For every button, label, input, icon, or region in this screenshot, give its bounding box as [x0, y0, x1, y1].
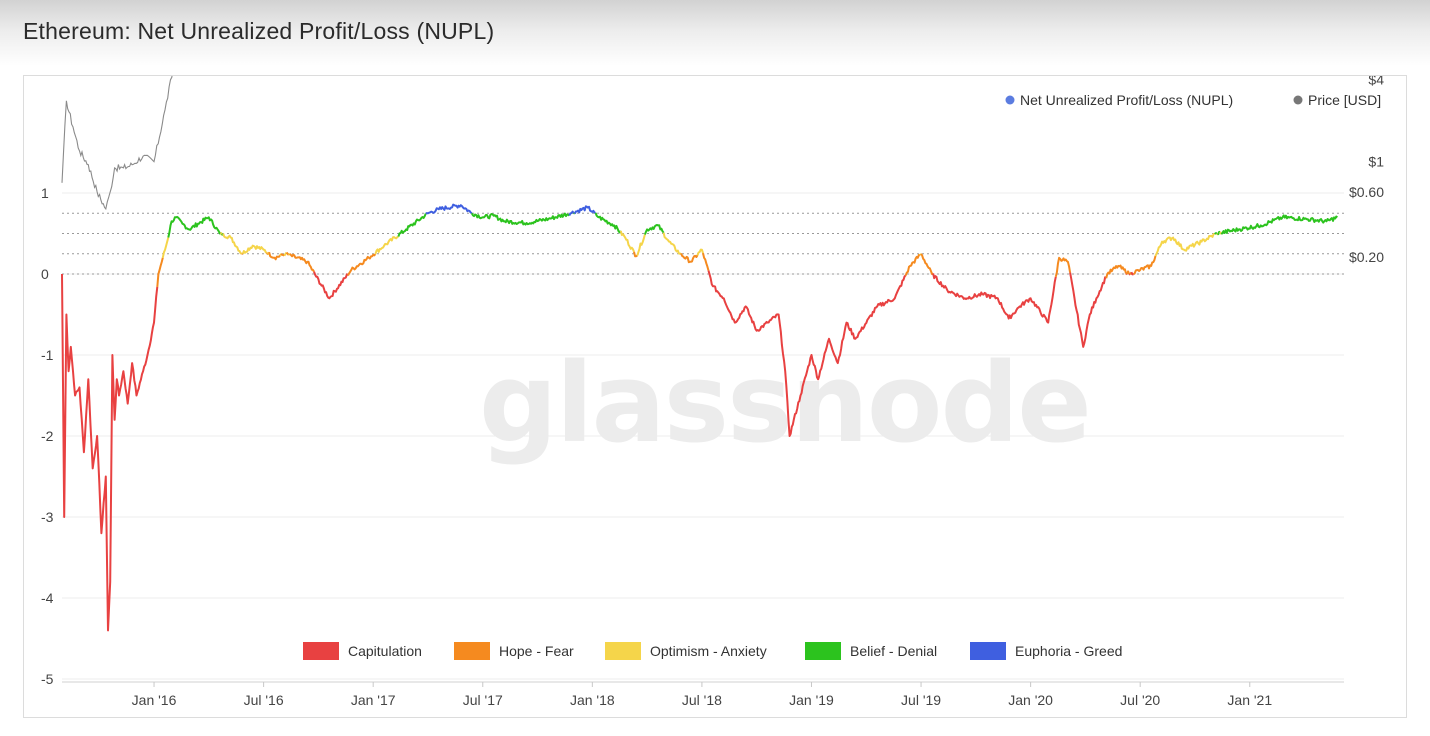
nupl-line-segment [594, 212, 622, 234]
nupl-line-segment [1054, 256, 1072, 278]
legend-label[interactable]: Belief - Denial [850, 643, 937, 659]
nupl-line-segment [920, 253, 934, 275]
legend-swatch[interactable] [970, 642, 1006, 660]
nupl-line-segment [573, 205, 596, 215]
legend-label[interactable]: Capitulation [348, 643, 422, 659]
y-axis-right: $2k$800$400$100$60$20$8$4$1$0.60$0.20 [1349, 76, 1384, 265]
legend-bottom: Capitulation Hope - Fear Optimism - Anxiet… [303, 642, 1122, 660]
page-title: Ethereum: Net Unrealized Profit/Loss (NU… [23, 18, 495, 44]
nupl-line-segment [425, 203, 473, 215]
nupl-line-segment [1130, 271, 1134, 276]
nupl-chart: glassnode 10-1-2-3-4-5 $2k$800$400$100$6… [41, 76, 1384, 708]
y-right-tick-label: $0.60 [1349, 184, 1384, 200]
nupl-line-segment [313, 271, 349, 300]
x-tick-label: Jan '18 [570, 692, 615, 708]
x-tick-label: Jan '20 [1008, 692, 1053, 708]
x-tick-label: Jan '17 [351, 692, 396, 708]
x-tick-label: Jul '20 [1120, 692, 1160, 708]
legend-label[interactable]: Price [USD] [1308, 92, 1381, 108]
legend-label[interactable]: Hope - Fear [499, 643, 574, 659]
y-axis-left: 1 0 -1 -2 -3 -4 -5 [41, 185, 54, 687]
nupl-line-segment [1214, 232, 1218, 235]
y-left-tick-label: 0 [41, 266, 49, 282]
y-right-tick-label: $4 [1368, 76, 1384, 88]
nupl-line-segment [374, 235, 399, 255]
legend-top: Net Unrealized Profit/Loss (NUPL) Price [… [1005, 92, 1381, 108]
nupl-line-segment [470, 212, 570, 226]
nupl-line-segment [932, 273, 1057, 324]
nupl-line-segment [1132, 255, 1157, 276]
y-left-tick-label: -4 [41, 590, 54, 606]
y-left-tick-label: -1 [41, 347, 54, 363]
header-band [0, 0, 1430, 66]
legend-swatch[interactable] [454, 642, 490, 660]
y-left-tick-label: -2 [41, 428, 54, 444]
nupl-line-segment [268, 251, 281, 261]
nupl-series [61, 203, 1338, 632]
nupl-line-segment [702, 252, 710, 271]
nupl-line-segment [707, 270, 907, 437]
nupl-line-segment [904, 253, 921, 276]
y-left-tick-label: 1 [41, 185, 49, 201]
nupl-line-segment [568, 210, 575, 217]
nupl-line-segment [619, 230, 635, 253]
nupl-line-segment [222, 233, 243, 255]
y-right-tick-label: $1 [1368, 154, 1384, 170]
nupl-line-segment [680, 253, 699, 264]
nupl-line-segment [1220, 214, 1338, 235]
x-tick-label: Jul '19 [901, 692, 941, 708]
legend-swatch[interactable] [303, 642, 339, 660]
nupl-line-segment [61, 273, 159, 632]
x-tick-label: Jul '16 [244, 692, 284, 708]
nupl-line-segment [156, 257, 164, 287]
legend-label[interactable]: Optimism - Anxiety [650, 643, 767, 659]
x-tick-label: Jul '18 [682, 692, 722, 708]
nupl-line-segment [1154, 233, 1215, 257]
nupl-line-segment [167, 215, 222, 238]
legend-marker[interactable] [1293, 95, 1303, 105]
legend-swatch[interactable] [605, 642, 641, 660]
x-tick-label: Jan '19 [789, 692, 834, 708]
nupl-line-segment [347, 253, 377, 276]
nupl-line-segment [643, 224, 665, 235]
legend-label[interactable]: Net Unrealized Profit/Loss (NUPL) [1020, 92, 1233, 108]
nupl-line-segment [662, 232, 682, 255]
nupl-line-segment [289, 253, 315, 273]
nupl-line-segment [241, 244, 268, 255]
legend-marker[interactable] [1005, 95, 1015, 105]
nupl-line-segment [1069, 272, 1107, 348]
nupl-line-segment [1105, 264, 1127, 279]
nupl-line-segment [696, 248, 704, 256]
nupl-line-segment [397, 213, 427, 237]
nupl-line-segment [633, 251, 638, 258]
nupl-line-segment [1217, 230, 1221, 236]
chart-card: glassnode 10-1-2-3-4-5 $2k$800$400$100$6… [23, 75, 1407, 718]
y-left-tick-label: -3 [41, 509, 54, 525]
nupl-line-segment [1126, 270, 1131, 275]
legend-label[interactable]: Euphoria - Greed [1015, 643, 1122, 659]
x-tick-label: Jan '16 [132, 692, 177, 708]
y-left-tick-label: -5 [41, 671, 54, 687]
x-axis: Jan '16 Jul '16 Jan '17 Jul '17 Jan '18 Jul '… [62, 681, 1344, 708]
nupl-line-segment [636, 234, 646, 256]
x-tick-label: Jan '21 [1227, 692, 1272, 708]
nupl-line-segment [161, 237, 170, 258]
legend-swatch[interactable] [805, 642, 841, 660]
y-right-tick-label: $0.20 [1349, 249, 1384, 265]
watermark: glassnode [479, 339, 1090, 467]
x-tick-label: Jul '17 [463, 692, 503, 708]
